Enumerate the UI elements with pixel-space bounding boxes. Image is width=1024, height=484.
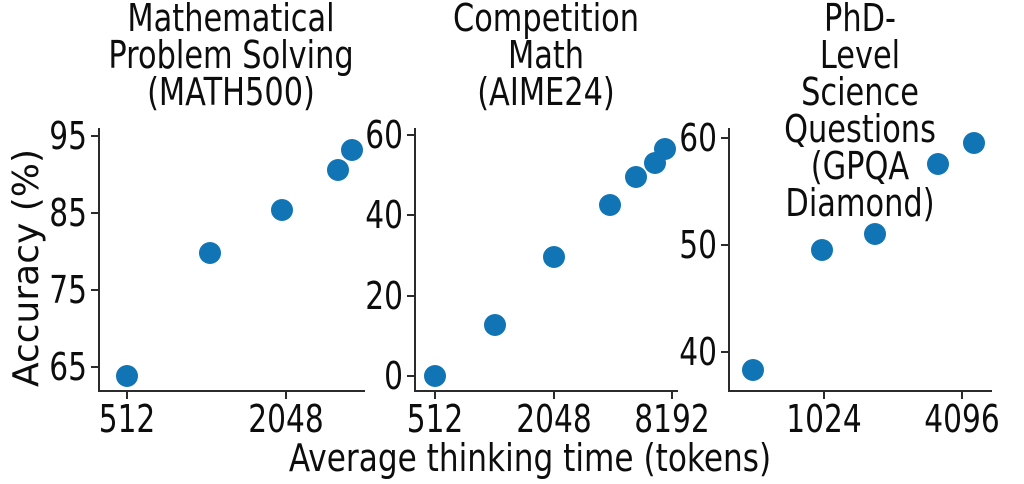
x-tick-label: 512 [406, 397, 464, 441]
x-tick-label: 8192 [634, 397, 710, 441]
y-tick-mark [407, 294, 414, 297]
x-tick-mark [125, 392, 128, 399]
x-tick-mark [552, 392, 555, 399]
data-point [199, 241, 222, 264]
y-tick-label: 20 [365, 273, 403, 318]
data-point [811, 238, 834, 261]
y-tick-label: 60 [365, 112, 403, 157]
y-tick-label: 0 [384, 353, 403, 398]
panel-title-gpqa: PhD-Level Science Questions (GPQA Diamon… [784, 0, 936, 225]
data-point [423, 364, 446, 387]
x-tick-mark [284, 392, 287, 399]
panel-title-math500: Mathematical Problem Solving (MATH500) [108, 0, 354, 114]
plot-area-math500: 512 2048 65 75 85 95 [49, 117, 365, 438]
data-point [340, 139, 363, 162]
y-tick-mark [721, 243, 728, 246]
y-tick-mark [91, 211, 98, 214]
data-point [271, 199, 294, 222]
data-point [483, 313, 506, 336]
plot-area-gpqa: 1024 4096 40 50 60 [679, 119, 1000, 438]
y-tick-label: 75 [49, 267, 87, 312]
data-point [542, 246, 565, 269]
y-tick-mark [91, 288, 98, 291]
data-point [115, 365, 138, 388]
x-tick-label: 4096 [924, 397, 1001, 441]
y-tick-label: 50 [679, 222, 717, 267]
data-point [653, 137, 676, 160]
panel-title-aime24: Competition Math (AIME24) [452, 0, 640, 114]
x-axis-label: Average thinking time (tokens) [288, 436, 772, 480]
data-point [599, 194, 622, 217]
x-tick-label: 2048 [515, 397, 592, 441]
y-tick-mark [91, 134, 98, 137]
y-tick-label: 40 [679, 329, 717, 374]
x-tick-mark [433, 392, 436, 399]
y-tick-mark [721, 136, 728, 139]
y-tick-label: 60 [679, 115, 717, 160]
y-tick-mark [91, 365, 98, 368]
y-tick-label: 65 [49, 344, 87, 389]
x-tick-mark [671, 392, 674, 399]
data-point [926, 153, 949, 176]
y-axis-label: Accuracy (%) [6, 148, 47, 388]
y-tick-mark [721, 350, 728, 353]
x-tick-label: 1024 [786, 397, 863, 441]
y-tick-mark [407, 374, 414, 377]
y-tick-label: 85 [49, 190, 87, 235]
data-point [625, 166, 648, 189]
data-point [742, 358, 765, 381]
data-point [962, 131, 985, 154]
x-tick-mark [823, 392, 826, 399]
y-tick-mark [407, 214, 414, 217]
x-tick-label: 2048 [247, 397, 324, 441]
data-point [863, 222, 886, 245]
x-tick-label: 512 [98, 397, 156, 441]
x-tick-mark [961, 392, 964, 399]
y-tick-label: 40 [365, 193, 403, 238]
plot-area-aime24: 512 2048 8192 0 20 40 60 [365, 116, 710, 438]
data-point [327, 159, 350, 182]
y-tick-mark [407, 133, 414, 136]
y-tick-label: 95 [49, 113, 87, 158]
